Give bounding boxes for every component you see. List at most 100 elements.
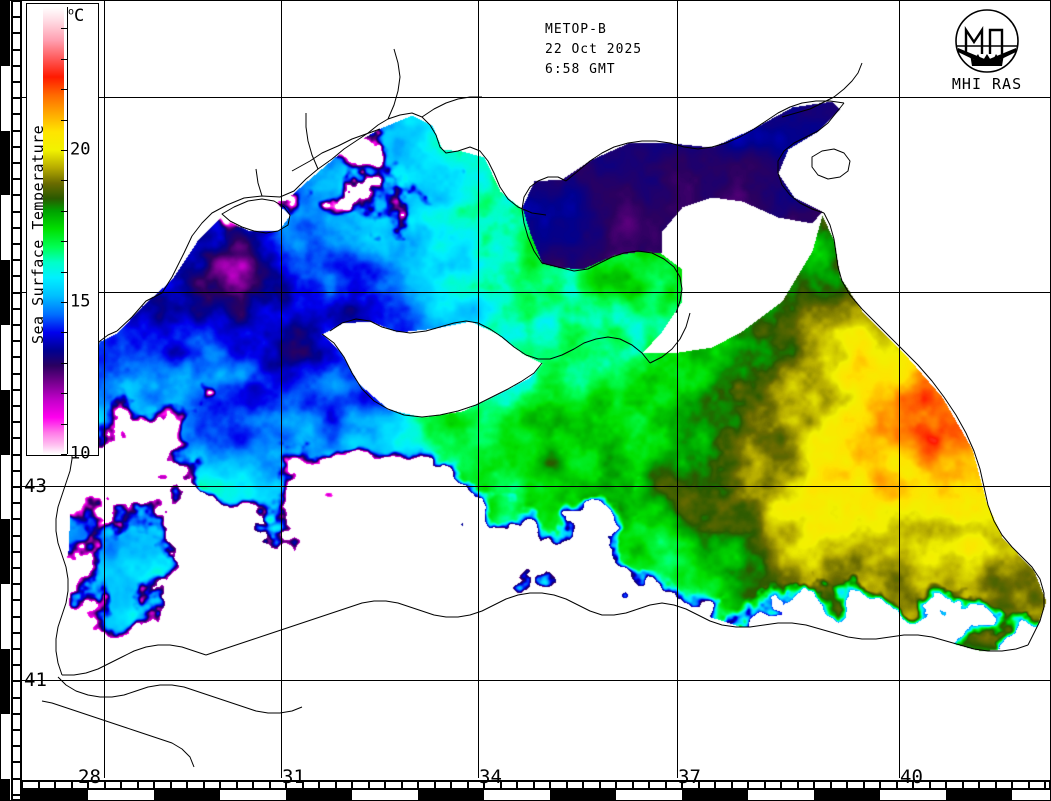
ruler-tick (368, 781, 385, 789)
colorbar-tick-15 (61, 302, 67, 303)
ruler-segment (1, 1, 10, 66)
ruler-tick (12, 470, 21, 487)
ruler-segment (1, 260, 10, 325)
ruler-tick (12, 697, 21, 714)
left-outer-ruler (1, 1, 10, 800)
ruler-tick (401, 781, 418, 789)
ruler-tick (12, 519, 21, 536)
ruler-tick (154, 781, 171, 789)
ruler-tick (649, 781, 666, 789)
ruler-tick (12, 17, 21, 34)
ruler-tick (12, 632, 21, 649)
ruler-tick (12, 292, 21, 309)
left-tick-ruler (11, 1, 22, 800)
ruler-segment (1, 130, 10, 196)
ruler-segment (1, 389, 10, 455)
ruler-tick (12, 762, 21, 779)
ruler-tick (12, 713, 21, 730)
colorbar-tick-14 (61, 332, 67, 334)
ruler-tick (12, 794, 21, 800)
ruler-tick (88, 781, 105, 789)
ruler-tick (12, 325, 21, 342)
ruler-tick (533, 781, 550, 789)
ruler-tick (500, 781, 517, 789)
colorbar-tick-13 (61, 362, 67, 364)
colorbar-gradient (43, 7, 64, 454)
sst-raster-layer (22, 1, 1050, 778)
degree-symbol: o (68, 6, 75, 18)
lon-label-37: 37 (678, 766, 701, 788)
ruler-tick (55, 781, 72, 789)
gridline-lon-34 (478, 1, 479, 778)
gridline-lat-43 (22, 486, 1050, 487)
ruler-tick (319, 781, 336, 789)
ruler-tick (12, 308, 21, 325)
ruler-segment (22, 790, 88, 801)
ruler-tick (12, 746, 21, 763)
colorbar-tick-12 (61, 393, 67, 395)
colorbar-tick-18 (61, 210, 67, 212)
colorbar-tick-label-20: 20 (70, 139, 91, 160)
ruler-tick (764, 781, 781, 789)
lon-label-31: 31 (282, 766, 305, 788)
ruler-tick (566, 781, 583, 789)
ruler-segment (550, 790, 616, 801)
ruler-tick (12, 49, 21, 66)
ruler-tick (1045, 781, 1050, 789)
colorbar-tick-23 (61, 58, 67, 60)
gridline-lon-37 (677, 1, 678, 778)
colorbar-axis-line (67, 7, 68, 454)
lon-label-28: 28 (78, 766, 101, 788)
ruler-tick (863, 781, 880, 789)
ruler-tick (929, 781, 946, 789)
observation-time: 6:58 GMT (545, 62, 616, 77)
ruler-tick (12, 778, 21, 795)
ruler-tick (12, 276, 21, 293)
ruler-segment (814, 790, 880, 801)
ruler-tick (12, 163, 21, 180)
gridline-lat-47 (22, 97, 1050, 98)
ruler-tick (12, 244, 21, 261)
ruler-segment (946, 790, 1012, 801)
ruler-tick (137, 781, 154, 789)
ruler-tick (12, 211, 21, 228)
gridline-lon-28 (104, 1, 105, 778)
colorbar-tick-21 (61, 119, 67, 121)
ruler-tick (236, 781, 253, 789)
ruler-tick (22, 781, 39, 789)
ruler-tick (830, 781, 847, 789)
ruler-tick (12, 357, 21, 374)
ruler-tick (484, 781, 501, 789)
ruler-tick (12, 681, 21, 698)
ruler-tick (12, 65, 21, 82)
ruler-tick (302, 781, 319, 789)
ruler-segment (1, 519, 10, 585)
ruler-tick (12, 33, 21, 50)
ruler-tick (880, 781, 897, 789)
ruler-tick (665, 781, 682, 789)
ruler-tick (12, 503, 21, 520)
ruler-tick (12, 341, 21, 358)
ruler-tick (12, 260, 21, 277)
ruler-tick (467, 781, 484, 789)
ruler-tick (12, 389, 21, 406)
ruler-tick (12, 422, 21, 439)
ruler-tick (715, 781, 732, 789)
colorbar-tick-10 (61, 454, 67, 455)
ruler-tick (12, 454, 21, 471)
ruler-tick (286, 781, 303, 789)
map-plot-area (22, 1, 1050, 778)
ruler-tick (517, 781, 534, 789)
satellite-name: METOP-B (545, 22, 607, 37)
ruler-tick (781, 781, 798, 789)
ruler-tick (698, 781, 715, 789)
ruler-tick (12, 227, 21, 244)
ruler-tick (1012, 781, 1029, 789)
ruler-tick (748, 781, 765, 789)
bottom-tick-ruler (22, 780, 1050, 790)
ruler-tick (418, 781, 435, 789)
organization-logo: MHI RAS (944, 8, 1030, 94)
bottom-outer-ruler (0, 790, 1051, 801)
colorbar-unit-label: oC (68, 6, 84, 26)
ruler-tick (913, 781, 930, 789)
